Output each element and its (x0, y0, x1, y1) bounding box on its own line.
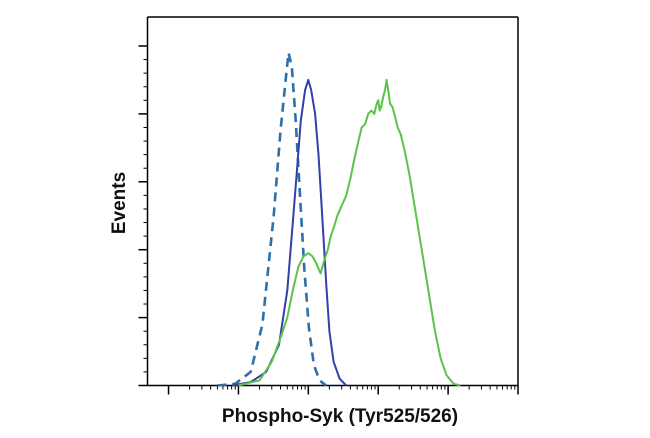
y-axis-label: Events (109, 172, 130, 234)
x-axis-ticks (167, 385, 519, 395)
plot-frame (146, 16, 519, 387)
x-axis-label: Phospho-Syk (Tyr525/526) (222, 406, 458, 427)
series-layer (217, 51, 461, 387)
series-line-3 (238, 78, 461, 387)
series-line-2 (231, 78, 348, 387)
y-axis-ticks (138, 45, 148, 387)
series-line-1 (217, 51, 327, 387)
